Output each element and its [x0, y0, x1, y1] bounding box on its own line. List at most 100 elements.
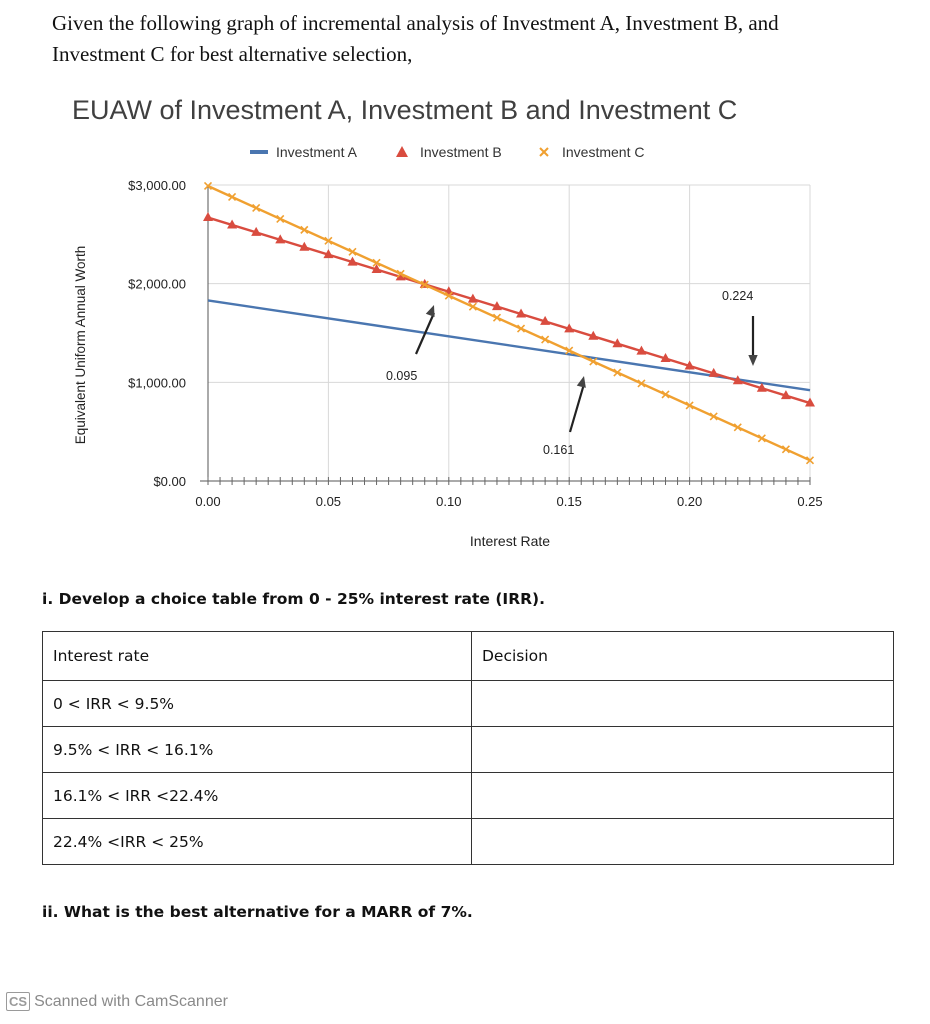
decision-cell — [471, 818, 894, 865]
series-b-point — [299, 241, 310, 251]
series-b-point — [251, 226, 262, 236]
rate-range-cell: 16.1% < IRR <22.4% — [42, 772, 472, 819]
annotation-arrowhead-icon — [576, 376, 586, 388]
series-c-point — [396, 269, 405, 278]
watermark-text: Scanned with CamScanner — [34, 992, 228, 1010]
y-tick-label: $0.00 — [153, 474, 186, 489]
series-c-point — [733, 423, 742, 432]
series-c-point — [228, 192, 237, 202]
series-c-point — [300, 225, 309, 234]
series-c-point — [516, 324, 526, 333]
series-b-point — [732, 375, 743, 385]
legend-label: Investment A — [276, 144, 358, 160]
series-b-point — [564, 323, 575, 333]
series-c-point — [709, 412, 718, 421]
series-c-point — [324, 236, 333, 245]
series-b-point — [756, 382, 767, 392]
legend-line-icon — [250, 150, 268, 154]
series-b-point — [588, 330, 599, 340]
annotation-label: 0.095 — [386, 369, 417, 383]
series-b-point — [636, 345, 647, 355]
camscanner-logo-icon: CS — [6, 992, 31, 1011]
series-b-point — [780, 390, 791, 400]
series-b-point — [371, 263, 382, 273]
series-b-point — [491, 301, 502, 311]
euaw-chart: $0.00 $1,000.00 $2,000.00 $3,000.00 0.00 0.05… — [73, 144, 823, 549]
legend-label: Investment B — [420, 144, 502, 160]
series-b-point — [805, 397, 815, 407]
choice-table: Interest rate Decision 0 < IRR < 9.5% 9.… — [42, 631, 894, 865]
series-c-point — [420, 280, 429, 289]
series-c-point — [541, 335, 550, 344]
series-b-point — [203, 212, 213, 222]
series-c-point — [589, 357, 598, 366]
annotation-arrowhead-icon — [748, 354, 758, 366]
series-c-point — [565, 346, 574, 355]
chart-title: EUAW of Investment A, Investment B and I… — [72, 95, 738, 125]
rate-range-cell: 0 < IRR < 9.5% — [42, 680, 472, 727]
x-tick-label: 0.25 — [797, 494, 822, 509]
series-b-point — [395, 271, 406, 281]
series-c-point — [613, 368, 622, 377]
question-2: ii. What is the best alternative for a M… — [42, 903, 473, 921]
camscanner-watermark: CS Scanned with CamScanner — [6, 992, 228, 1011]
series-b-point — [708, 367, 719, 377]
series-c-point — [276, 214, 285, 223]
x-tick-label: 0.10 — [436, 494, 461, 509]
y-tick-label: $1,000.00 — [128, 375, 186, 390]
x-tick-label: 0.20 — [677, 494, 702, 509]
series-c-point — [203, 181, 213, 191]
table-row: 22.4% <IRR < 25% — [42, 818, 894, 865]
series-b-point — [540, 315, 551, 325]
y-tick-label: $2,000.00 — [128, 277, 186, 292]
table-row: 9.5% < IRR < 16.1% — [42, 726, 894, 773]
table-header-row: Interest rate Decision — [42, 631, 894, 681]
rate-range-cell: 9.5% < IRR < 16.1% — [42, 726, 472, 773]
series-c-point — [444, 291, 453, 300]
series-b-point — [684, 360, 695, 370]
series-b-point — [612, 338, 623, 348]
problem-statement: Given the following graph of incremental… — [52, 11, 779, 66]
x-axis-title: Interest Rate — [470, 533, 550, 549]
table-row: 0 < IRR < 9.5% — [42, 680, 894, 727]
decision-cell — [471, 680, 894, 727]
series-a-line — [207, 299, 811, 392]
series-b-point — [323, 249, 334, 259]
decision-cell — [471, 726, 894, 773]
header-decision: Decision — [471, 631, 894, 681]
annotation-label: 0.224 — [722, 289, 753, 303]
table-row: 16.1% < IRR <22.4% — [42, 772, 894, 819]
series-c-point — [805, 456, 815, 465]
decision-cell — [471, 772, 894, 819]
series-b-point — [347, 256, 358, 266]
series-b-point — [467, 293, 478, 303]
annotation-label: 0.161 — [543, 443, 574, 457]
series-b-point — [275, 234, 286, 244]
annotation-arrowhead-icon — [425, 305, 435, 317]
series-c-point — [492, 313, 502, 322]
series-c-point — [468, 302, 477, 311]
series-c-line — [207, 184, 811, 462]
legend-label: Investment C — [562, 144, 644, 160]
x-tick-label: 0.00 — [195, 494, 220, 509]
question-1: i. Develop a choice table from 0 - 25% i… — [42, 590, 546, 608]
y-axis-title: Equivalent Uniform Annual Worth — [73, 246, 88, 445]
rate-range-cell: 22.4% <IRR < 25% — [42, 818, 472, 865]
series-b-point — [516, 308, 527, 318]
legend-triangle-icon — [396, 146, 408, 157]
series-b-line — [207, 216, 811, 405]
y-tick-label: $3,000.00 — [128, 178, 186, 193]
series-c-point — [757, 434, 766, 443]
series-c-point — [637, 379, 646, 388]
annotation-arrow — [568, 383, 586, 433]
x-tick-label: 0.05 — [316, 494, 341, 509]
x-tick-label: 0.15 — [557, 494, 582, 509]
legend-x-icon — [539, 147, 549, 157]
annotation-arrow — [414, 312, 436, 355]
series-c-point — [372, 258, 381, 267]
series-c-point — [252, 203, 261, 212]
series-c-point — [685, 401, 694, 410]
series-b-point — [660, 353, 671, 363]
series-b-point — [227, 219, 238, 229]
series-c-point — [781, 445, 790, 454]
